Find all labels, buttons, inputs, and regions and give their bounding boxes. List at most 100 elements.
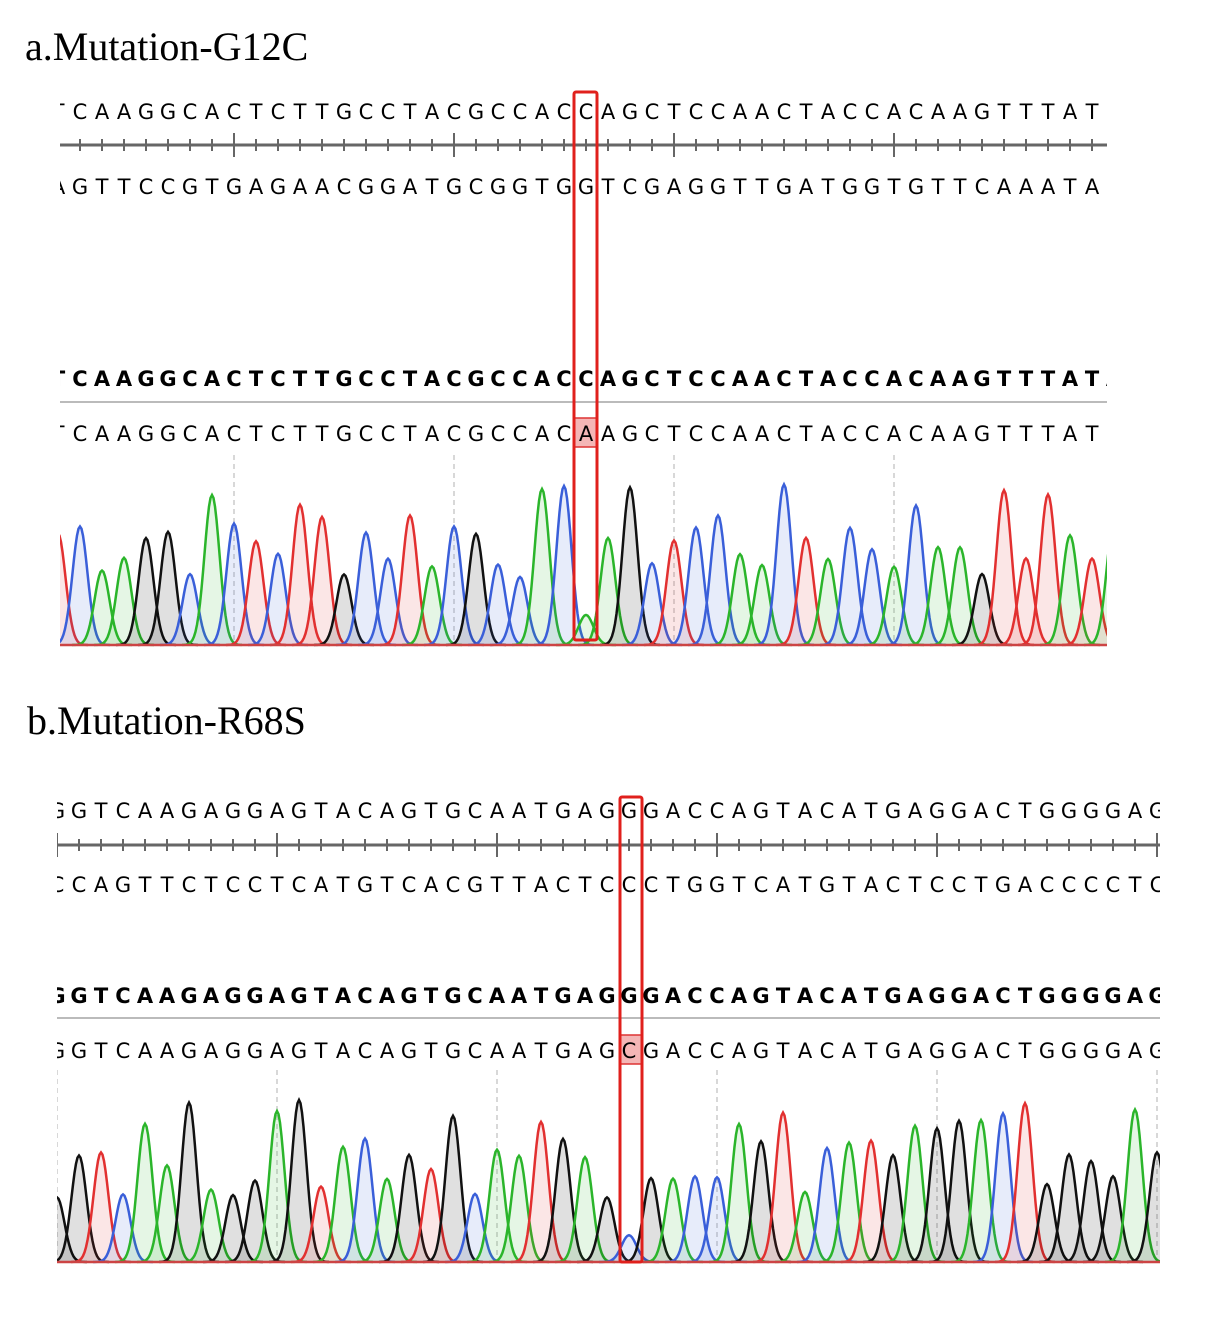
trace-peak bbox=[818, 1140, 880, 1264]
trace-peak bbox=[467, 562, 529, 647]
trace-fill bbox=[182, 495, 242, 645]
trace-fill bbox=[380, 515, 440, 645]
trace-fill bbox=[643, 1178, 703, 1262]
trace-peak bbox=[57, 1153, 110, 1264]
trace-peak bbox=[1126, 1150, 1160, 1264]
trace-fill bbox=[445, 1193, 505, 1262]
trace-fill bbox=[533, 1138, 593, 1262]
trace-fill bbox=[270, 504, 330, 645]
trace-peak bbox=[885, 502, 947, 647]
trace-fill bbox=[490, 577, 550, 645]
trace-peak bbox=[950, 1117, 1012, 1264]
forward-sequence: TCAAGGCACTCTTGCCTACGCCACCAGCTCCAACTACCAC… bbox=[51, 100, 1122, 124]
trace-peak bbox=[532, 1136, 594, 1264]
trace-fill bbox=[446, 533, 506, 645]
sample-sequence: TCAAGGCACTCTTGCCTACGCCACAAGCTCCAACTACCAC… bbox=[51, 422, 1122, 446]
trace-peak bbox=[1105, 1106, 1160, 1264]
trace-peak bbox=[401, 564, 463, 647]
trace-fill bbox=[820, 527, 880, 645]
trace-peak bbox=[643, 538, 705, 647]
trace-fill bbox=[1018, 494, 1078, 645]
trace-fill bbox=[247, 1111, 307, 1262]
trace-fill bbox=[687, 1177, 747, 1262]
trace-fill bbox=[335, 1138, 395, 1262]
trace-peak bbox=[972, 1110, 1034, 1264]
trace-fill bbox=[951, 1120, 1011, 1262]
trace-peak bbox=[512, 486, 572, 647]
complement-sequence: AGTTCCGTGAGAACGGATGCGGTGGTCGAGGTTGATGGTG… bbox=[51, 175, 1121, 199]
trace-peak bbox=[159, 572, 221, 647]
trace-fill bbox=[292, 516, 352, 645]
trace-fill bbox=[776, 537, 836, 645]
trace-fill bbox=[600, 487, 660, 645]
trace-peak bbox=[378, 1152, 440, 1264]
trace-peak bbox=[422, 1113, 484, 1264]
mutation-box bbox=[572, 90, 599, 642]
trace-peak bbox=[819, 525, 881, 647]
trace-peak bbox=[796, 1145, 858, 1264]
trace-fill bbox=[995, 1103, 1055, 1262]
reference-sequence: TCAAGGCACTCTTGCCTACGCCACCAGCTCCAACTACCAC… bbox=[51, 367, 1123, 391]
trace-fill bbox=[93, 1194, 153, 1262]
trace-fill bbox=[313, 1146, 373, 1262]
trace-peak bbox=[664, 1174, 726, 1264]
trace-peak bbox=[1060, 1159, 1122, 1264]
trace-fill bbox=[577, 1197, 637, 1262]
trace-fill bbox=[115, 1123, 175, 1262]
trace-fill bbox=[138, 531, 198, 645]
trace-peak bbox=[1083, 553, 1107, 647]
trace-peak bbox=[1039, 533, 1101, 647]
trace-fill bbox=[1084, 565, 1107, 645]
trace-peak bbox=[863, 565, 925, 647]
trace-peak bbox=[357, 556, 419, 647]
trace-fill bbox=[489, 1155, 549, 1262]
sequence-view: GGTCAAGAGGAGTACAGTGCAATGAGGGACCAGTACATGA… bbox=[49, 799, 1165, 1264]
panel-title: a.Mutation-G12C bbox=[25, 24, 308, 69]
trace-peak bbox=[93, 555, 155, 647]
trace-fill bbox=[665, 1176, 725, 1262]
trace-peak bbox=[577, 1195, 637, 1264]
trace-fill bbox=[885, 1125, 945, 1262]
trace-peak bbox=[466, 1147, 528, 1264]
trace-peak bbox=[995, 556, 1057, 647]
trace-fill bbox=[1039, 1154, 1099, 1262]
forward-sequence: GGTCAAGAGGAGTACAGTGCAATGAGGGACCAGTACATGA… bbox=[49, 799, 1165, 823]
trace-fill bbox=[666, 527, 726, 645]
trace-fill bbox=[908, 547, 968, 645]
trace-peak bbox=[71, 568, 133, 647]
trace-fill bbox=[1061, 1161, 1121, 1262]
trace-fill bbox=[94, 557, 154, 645]
trace-fill bbox=[578, 538, 638, 645]
trace-peak bbox=[136, 1163, 198, 1264]
trace-peak bbox=[1016, 1182, 1078, 1264]
trace-peak bbox=[708, 1121, 770, 1264]
trace-fill bbox=[973, 1113, 1033, 1262]
trace-peak bbox=[400, 1166, 462, 1264]
trace-peak bbox=[687, 513, 749, 647]
trace-peak bbox=[180, 1187, 242, 1264]
trace-peak bbox=[356, 1177, 418, 1264]
sequence-view: TCAAGGCACTCTTGCCTACGCCACCAGCTCCAACTACCAC… bbox=[51, 100, 1123, 647]
trace-fill bbox=[1040, 535, 1100, 645]
trace-fill bbox=[731, 1141, 791, 1262]
trace-peak bbox=[115, 535, 177, 647]
trace-fill bbox=[512, 489, 572, 645]
panel-title: b.Mutation-R68S bbox=[27, 698, 306, 743]
trace-peak bbox=[423, 524, 485, 647]
trace-fill bbox=[929, 1120, 989, 1262]
trace-peak bbox=[730, 1138, 792, 1264]
trace-fill bbox=[160, 574, 220, 645]
trace-fill bbox=[621, 1178, 681, 1262]
trace-fill bbox=[709, 1124, 769, 1262]
trace-peak bbox=[60, 524, 111, 647]
trace-fill bbox=[644, 540, 704, 645]
trace-fill bbox=[754, 484, 814, 645]
trace-peak bbox=[159, 1099, 219, 1264]
trace-fill bbox=[71, 1152, 131, 1262]
trace-fill bbox=[468, 564, 528, 645]
trace-fill bbox=[886, 505, 946, 645]
trace-peak bbox=[884, 1123, 946, 1264]
trace-fill bbox=[248, 553, 308, 645]
trace-peak bbox=[665, 525, 727, 647]
trace-peak bbox=[70, 1150, 132, 1264]
